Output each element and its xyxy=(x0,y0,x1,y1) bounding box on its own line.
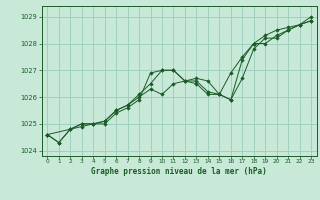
X-axis label: Graphe pression niveau de la mer (hPa): Graphe pression niveau de la mer (hPa) xyxy=(91,167,267,176)
